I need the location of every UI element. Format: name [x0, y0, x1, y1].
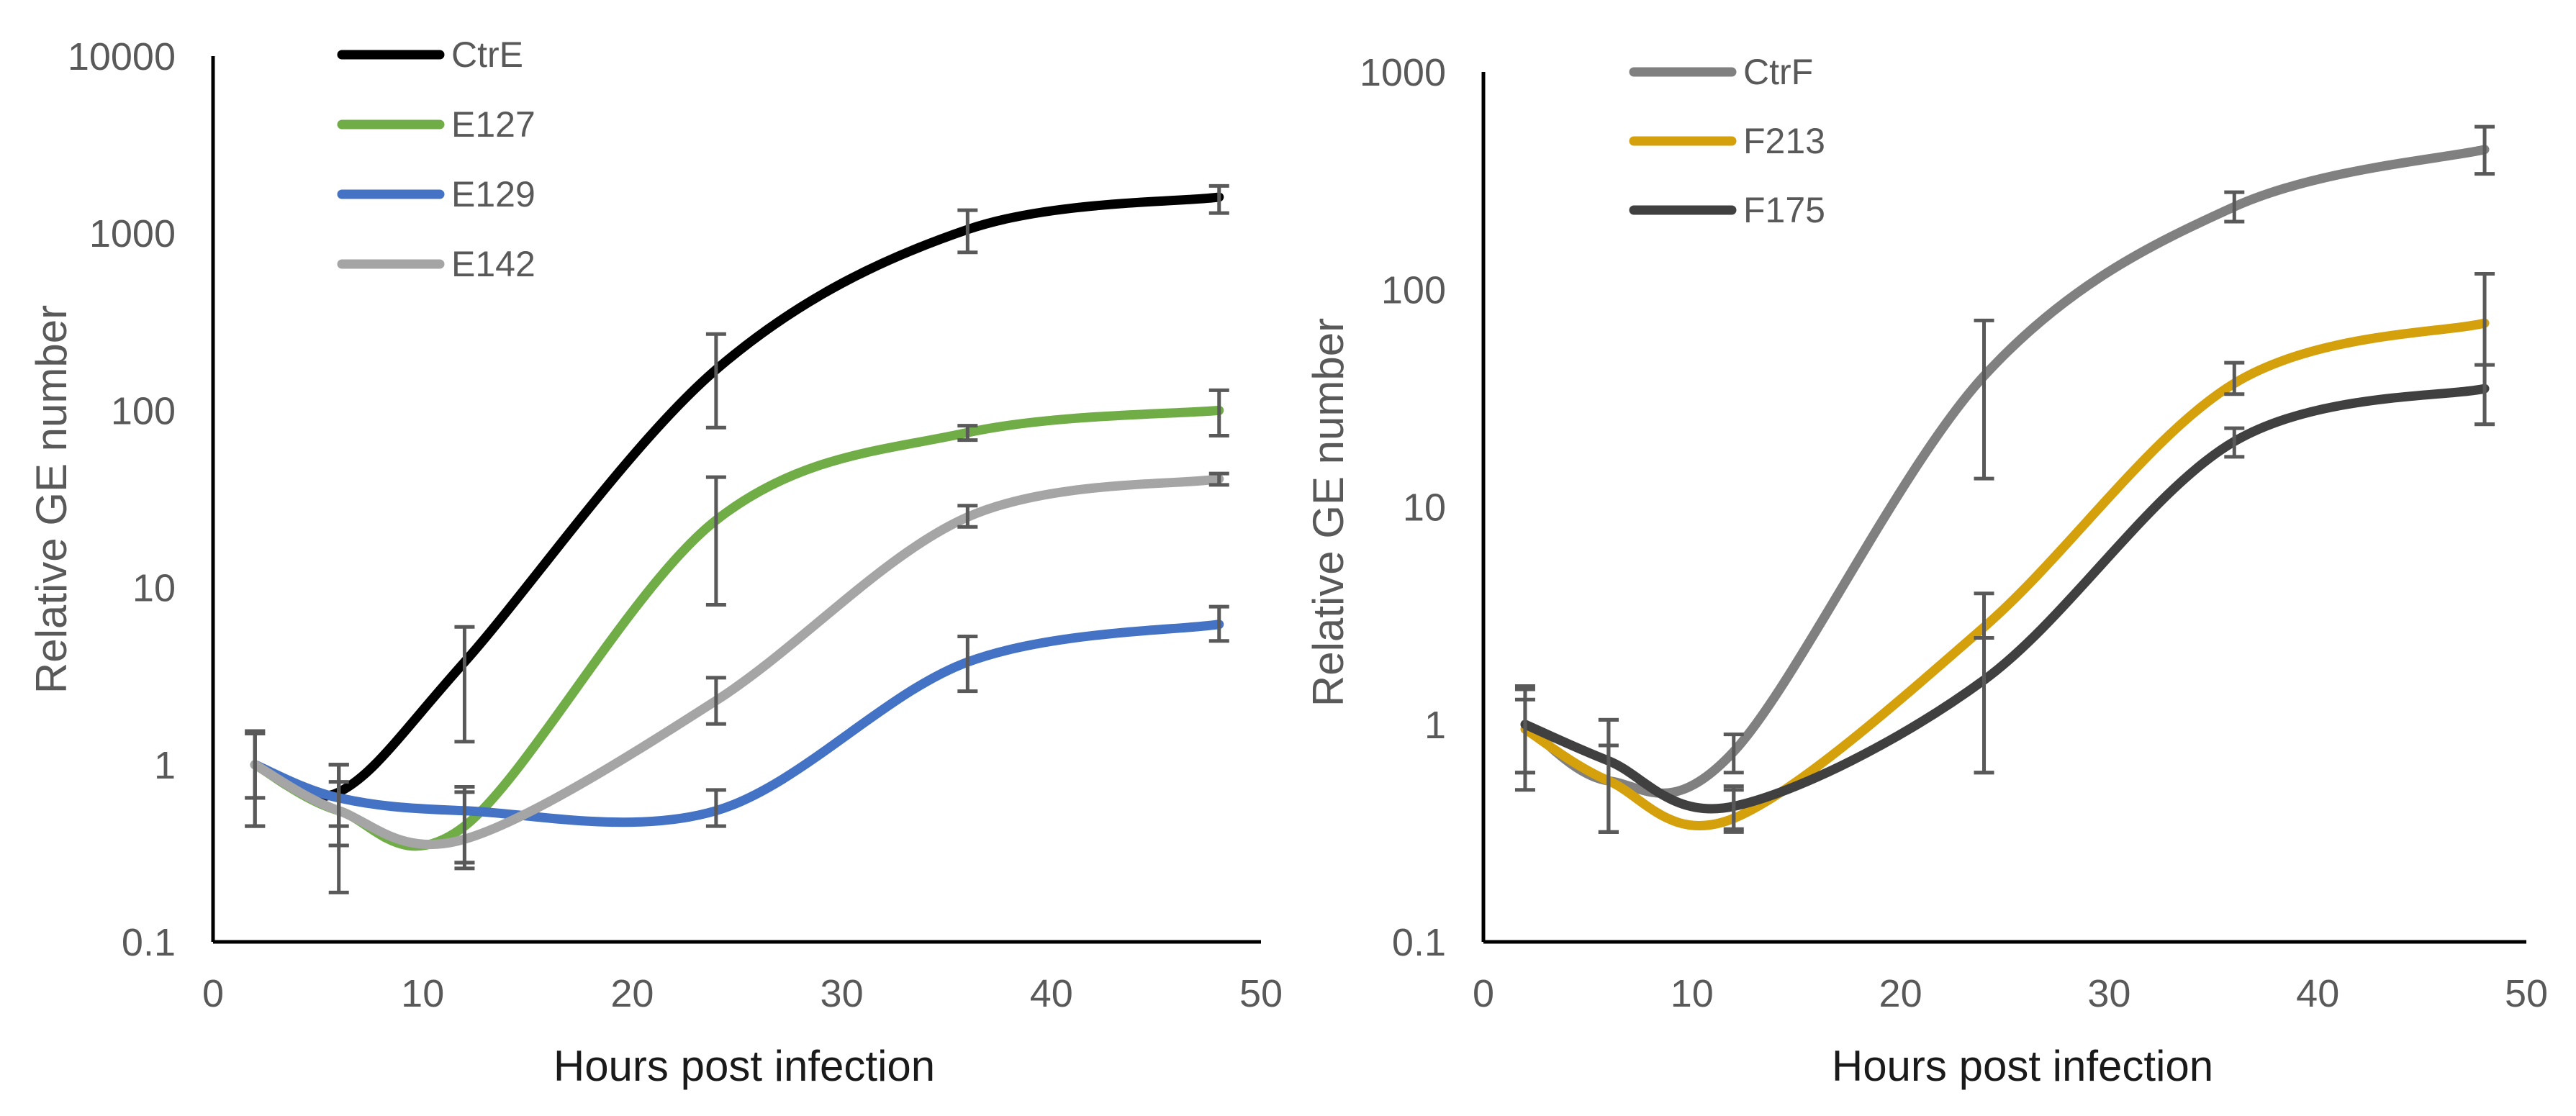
chart-right-legend-item-f213: F213: [1629, 121, 1825, 161]
chart-right-x-tick-label: 20: [1879, 972, 1922, 1015]
chart-left-x-tick-label: 0: [202, 972, 224, 1015]
chart-right-series-line-f175: [1520, 384, 2490, 814]
chart-left-series: [245, 183, 1229, 894]
chart-right-x-tick-label: 0: [1473, 972, 1494, 1015]
chart-left-series-line-ctre: [250, 192, 1224, 802]
chart-right-legend-item-ctrf: CtrF: [1629, 52, 1813, 92]
chart-left-legend-label-ctre: CtrE: [451, 35, 523, 75]
chart-right-legend-label-f175: F175: [1743, 190, 1825, 230]
chart-left-legend-item-e127: E127: [337, 104, 535, 145]
chart-right-x-tick-label: 50: [2505, 972, 2548, 1015]
chart-left-x-tick-label: 50: [1239, 972, 1283, 1015]
chart-right-series-line-f213: [1520, 318, 2490, 831]
chart-left-error-bar-ctre: [1208, 183, 1229, 215]
chart-left-error-bar-e142: [1208, 471, 1229, 487]
chart-left-legend: CtrE E127 E129 E142: [337, 35, 535, 284]
chart-right-y-tick-label: 1: [1424, 704, 1446, 747]
chart-left-error-bar-e127: [1208, 388, 1229, 438]
chart-left-error-bar-e129: [1208, 604, 1229, 643]
chart-left-x-tick-label: 40: [1030, 972, 1073, 1015]
chart-right-y-axis-title: Relative GE number: [1304, 318, 1352, 707]
chart-left-error-bar-e142: [957, 504, 978, 529]
chart-left-y-tick-label: 100: [111, 389, 176, 432]
chart-left-y-tick-label: 10000: [68, 35, 176, 78]
chart-right-error-bar-f175: [1723, 784, 1744, 831]
chart-left-x-tick-label: 10: [401, 972, 444, 1015]
chart-left-series-line-e129: [250, 620, 1224, 827]
chart-right-y-tick-label: 0.1: [1392, 921, 1446, 964]
chart-right-y-tick-label: 100: [1381, 268, 1446, 312]
chart-left-y-tick-labels: 0.1 1 10 100 1000 10000: [68, 35, 176, 964]
chart-right-legend: CtrF F213 F175: [1629, 52, 1825, 230]
chart-left-error-bar-ctre: [454, 625, 475, 744]
chart-left-y-tick-label: 0.1: [122, 921, 176, 964]
chart-left-x-tick-label: 20: [610, 972, 654, 1015]
chart-right-x-tick-labels: 0 10 20 30 40 50: [1473, 972, 2548, 1015]
chart-left-error-bar-e129: [957, 634, 978, 694]
chart-right-error-bar-f175: [2224, 426, 2245, 459]
chart-left-error-bar-e142: [245, 729, 266, 828]
chart-right-error-bar-ctrf: [1723, 732, 1744, 775]
chart-right-error-bar-f175: [1598, 717, 1619, 834]
chart-right: 0.1 1 10 100 1000 0 10 20 30 40 50 CtrF F213 F175 H…: [1304, 51, 2548, 1090]
chart-left-x-axis-title: Hours post infection: [553, 1042, 935, 1090]
chart-right-y-tick-labels: 0.1 1 10 100 1000: [1360, 51, 1446, 964]
chart-right-error-bar-f175: [1514, 687, 1535, 775]
chart-left-y-tick-label: 1000: [89, 212, 176, 255]
chart-left-y-tick-label: 1: [154, 744, 176, 787]
chart-left-error-bar-ctre: [705, 332, 726, 430]
chart-right-error-bar-f175: [1974, 635, 1994, 775]
chart-right-legend-label-f213: F213: [1743, 121, 1825, 161]
chart-right-error-bar-ctrf: [2475, 124, 2495, 176]
chart-right-x-axis-title: Hours post infection: [1832, 1042, 2213, 1090]
chart-right-series: [1514, 124, 2495, 834]
chart-left-error-bar-ctre: [957, 208, 978, 255]
chart-left-error-bar-e127: [705, 475, 726, 607]
chart-right-y-tick-label: 10: [1403, 486, 1446, 530]
chart-left-legend-label-e142: E142: [451, 244, 535, 284]
chart-left-error-bar-e129: [705, 788, 726, 828]
chart-left-legend-item-e142: E142: [337, 244, 535, 284]
chart-left-legend-label-e129: E129: [451, 174, 535, 214]
chart-right-error-bar-f175: [2475, 363, 2495, 427]
chart-left-error-bar-e142: [705, 676, 726, 726]
chart-left-error-bar-e142: [454, 785, 475, 871]
chart-left-x-tick-labels: 0 10 20 30 40 50: [202, 972, 1283, 1015]
chart-right-legend-label-ctrf: CtrF: [1743, 52, 1813, 92]
chart-left-x-tick-label: 30: [821, 972, 864, 1015]
chart-right-error-bar-ctrf: [2224, 190, 2245, 224]
chart-right-error-bar-ctrf: [1974, 318, 1994, 481]
chart-right-x-tick-label: 10: [1671, 972, 1714, 1015]
chart-left-y-tick-label: 10: [132, 567, 176, 610]
chart-right-legend-item-f175: F175: [1629, 190, 1825, 230]
chart-left-error-bar-e127: [957, 424, 978, 443]
chart-right-x-tick-label: 30: [2087, 972, 2130, 1015]
chart-left-legend-item-e129: E129: [337, 174, 535, 214]
chart-right-y-tick-label: 1000: [1360, 51, 1446, 94]
chart-left-legend-item-ctre: CtrE: [337, 35, 523, 75]
chart-left-legend-label-e127: E127: [451, 104, 535, 145]
chart-right-error-bar-f213: [2224, 360, 2245, 396]
chart-left: 0.1 1 10 100 1000 10000 0 10 20 30 40 50 CtrE E127 E…: [27, 35, 1283, 1090]
chart-right-x-tick-label: 40: [2296, 972, 2339, 1015]
chart-left-error-bar-e142: [328, 763, 349, 894]
chart-left-y-axis-title: Relative GE number: [27, 305, 76, 694]
chart-left-series-line-e142: [250, 474, 1224, 850]
